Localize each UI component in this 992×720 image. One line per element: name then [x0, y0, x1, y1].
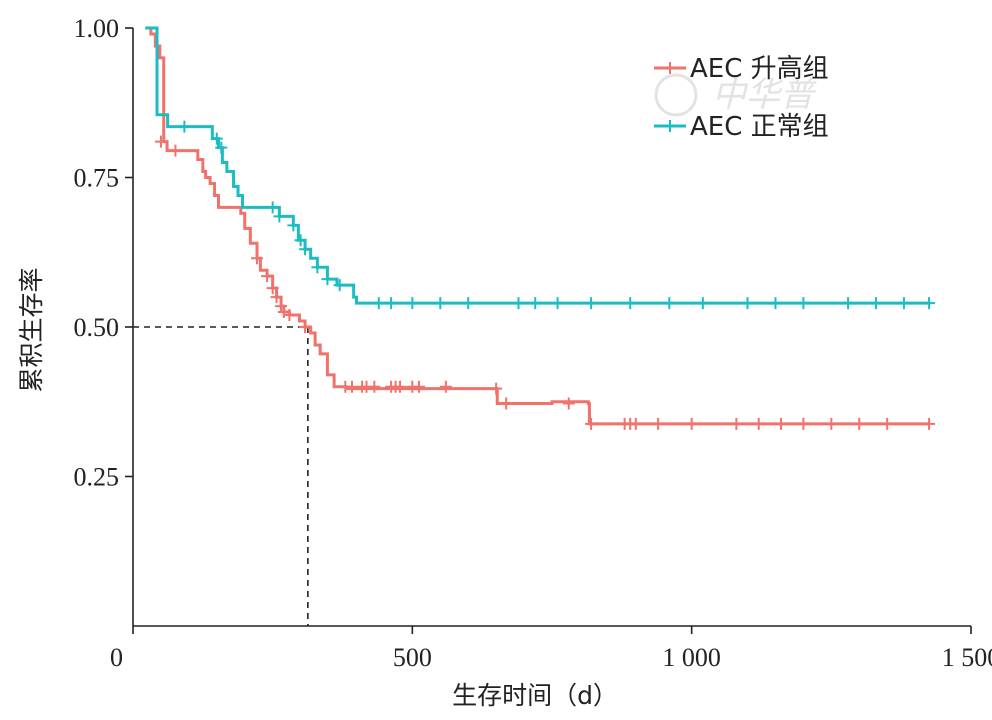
censor-mark: [551, 297, 564, 310]
legend-marker: [664, 62, 676, 74]
censor-mark: [562, 397, 575, 410]
censor-mark: [842, 297, 855, 310]
censor-mark: [299, 321, 312, 333]
watermark-text: 中华普: [712, 75, 817, 115]
censor-mark: [512, 297, 525, 310]
x-tick-label: 1 000: [662, 643, 721, 672]
legend-marker: [664, 120, 676, 132]
censor-mark: [585, 297, 598, 310]
censor-mark: [311, 261, 324, 274]
censor-mark: [178, 120, 191, 133]
censor-mark: [266, 201, 279, 214]
censor-mark: [434, 297, 447, 310]
censor-mark: [853, 417, 866, 430]
censor-mark: [169, 144, 182, 157]
x-tick-label: 0: [110, 643, 123, 672]
censor-mark: [685, 417, 698, 430]
legend-label: AEC 升高组: [690, 54, 829, 84]
censor-mark: [881, 417, 894, 430]
censor-mark: [251, 252, 264, 265]
censor-mark: [294, 234, 307, 247]
censor-mark: [769, 297, 782, 310]
censor-mark: [406, 297, 419, 310]
censor-mark: [283, 309, 296, 322]
legend: AEC 升高组 AEC 正常组: [654, 54, 829, 142]
censor-mark: [462, 297, 475, 310]
censor-mark: [299, 243, 312, 256]
censor-mark: [870, 297, 883, 310]
censor-mark: [696, 297, 709, 310]
censor-mark: [741, 297, 754, 310]
censor-mark: [730, 417, 743, 430]
reference-lines: [133, 326, 309, 626]
censor-mark: [897, 297, 910, 310]
censor-mark: [275, 300, 288, 313]
censor-mark: [652, 417, 665, 430]
censor-mark: [372, 297, 385, 310]
censor-mark: [345, 380, 358, 393]
y-tick-label: 0.75: [74, 164, 120, 193]
x-axis-title: 生存时间（d）: [452, 681, 618, 710]
axes: 0.25 0.50 0.75 1.00 0 500 1 000 1 500: [74, 14, 992, 672]
censor-mark: [663, 297, 676, 310]
censor-mark: [266, 282, 279, 295]
legend-label: AEC 正常组: [690, 112, 829, 142]
censor-mark: [585, 417, 598, 430]
censor-mark: [923, 297, 936, 310]
censor-mark: [273, 210, 286, 223]
y-tick-label: 1.00: [74, 14, 120, 43]
censor-mark: [797, 297, 810, 310]
censor-mark: [529, 297, 542, 310]
x-tick-label: 500: [393, 643, 432, 672]
censor-mark: [287, 219, 300, 232]
y-tick-label: 0.50: [74, 313, 120, 342]
watermark: 中华普: [654, 73, 817, 117]
censor-mark: [321, 273, 334, 286]
censor-mark: [923, 417, 936, 430]
censor-mark: [775, 417, 788, 430]
censor-mark: [215, 141, 228, 154]
censor-mark: [277, 306, 290, 319]
censor-mark: [490, 382, 503, 395]
censor-mark: [270, 291, 283, 304]
censor-mark: [752, 417, 765, 430]
censor-mark: [413, 380, 426, 393]
x-tick-label: 1 500: [942, 643, 992, 672]
watermark-seal-icon: [654, 73, 698, 117]
y-axis-title: 累积生存率: [17, 267, 46, 392]
censor-mark: [368, 380, 381, 393]
censor-mark: [154, 135, 167, 148]
censor-mark: [439, 380, 452, 393]
censor-mark: [333, 279, 346, 292]
censor-mark: [825, 417, 838, 430]
censor-mark: [385, 297, 398, 310]
censor-mark: [500, 397, 513, 410]
y-tick-label: 0.25: [74, 463, 120, 492]
censor-mark: [394, 380, 407, 393]
series-group: [145, 26, 936, 430]
censor-mark: [629, 417, 642, 430]
censor-mark: [210, 132, 223, 145]
censor-mark: [797, 417, 810, 430]
censor-mark: [624, 297, 637, 310]
censor-mark: [261, 270, 274, 283]
